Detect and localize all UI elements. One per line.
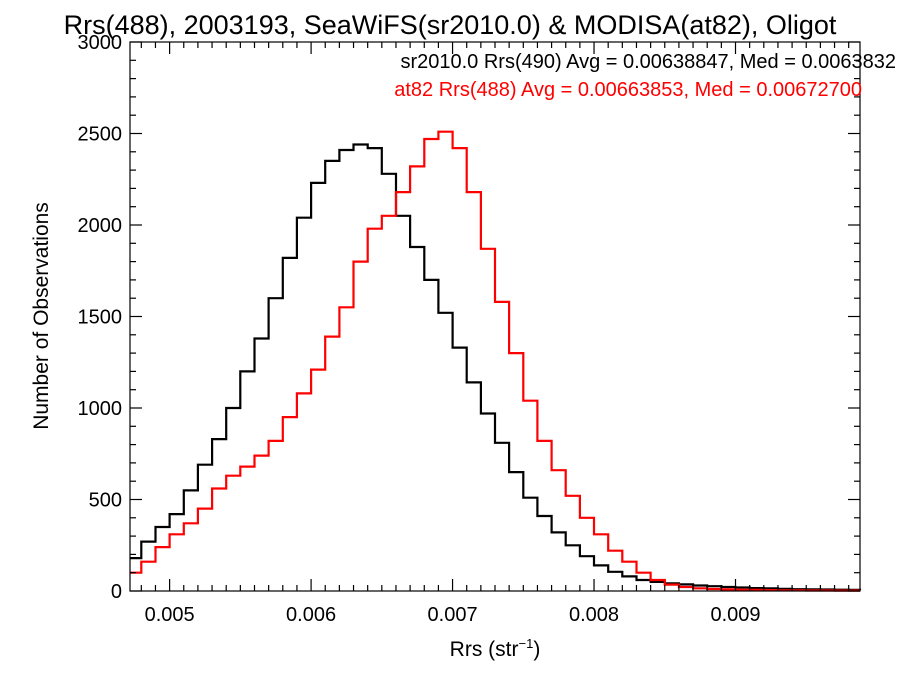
x-axis-ticks: 0.005 0.006 0.007 0.008 0.009 [140,42,850,626]
y-axis-ticks: 0 500 1000 1500 2000 2500 3000 [78,32,860,603]
x-tick-label: 0.009 [710,604,760,626]
y-tick-label: 3000 [78,32,123,54]
x-tick-label: 0.007 [428,604,478,626]
y-tick-label: 0 [111,581,122,603]
series-layer [130,130,862,592]
legend: sr2010.0 Rrs(490) Avg = 0.00638847, Med … [394,51,896,101]
legend-entry-1: sr2010.0 Rrs(490) Avg = 0.00638847, Med … [400,51,896,73]
plot-frame [129,41,861,592]
series-line-2 [130,130,860,592]
y-tick-label: 1500 [78,307,123,329]
y-tick-label: 2500 [78,124,123,146]
x-axis-label: Rrs (str−1) [450,636,541,661]
plot-area [129,41,862,592]
chart-title: Rrs(488), 2003193, SeaWiFS(sr2010.0) & M… [64,10,837,40]
y-tick-label: 2000 [78,215,123,237]
series-line-1 [130,143,862,591]
y-axis-label: Number of Observations [30,202,53,430]
legend-entry-2: at82 Rrs(488) Avg = 0.00663853, Med = 0.… [394,79,862,101]
x-tick-label: 0.006 [286,604,336,626]
y-tick-label: 1000 [78,398,123,420]
x-tick-label: 0.005 [145,604,195,626]
y-tick-label: 500 [89,490,122,512]
x-tick-label: 0.008 [569,604,619,626]
